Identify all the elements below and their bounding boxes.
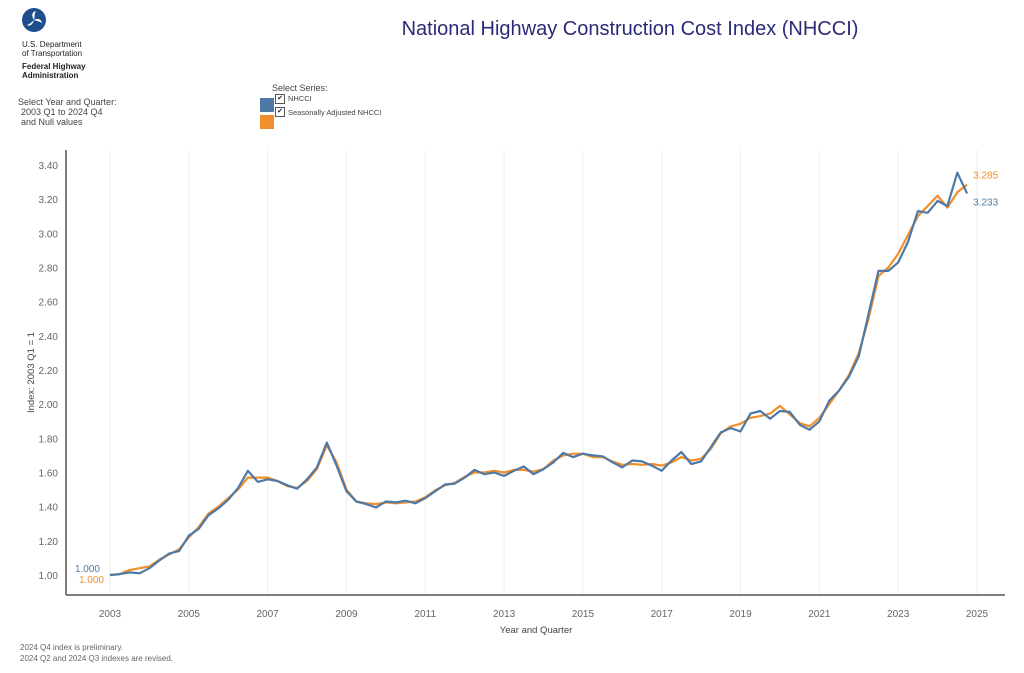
x-tick-label: 2011 <box>415 609 437 620</box>
series-layer <box>109 171 969 577</box>
y-tick-label: 3.00 <box>39 229 59 240</box>
end-label-seasonally-adjusted: 3.285 <box>973 171 998 182</box>
dot-logo-icon <box>22 8 46 32</box>
x-tick-label: 2015 <box>572 609 595 620</box>
x-tick-label: 2025 <box>966 609 989 620</box>
y-tick-label: 3.40 <box>39 161 59 172</box>
x-tick-label: 2019 <box>729 609 752 620</box>
footnote-revised: 2024 Q2 and 2024 Q3 indexes are revised. <box>20 654 173 663</box>
checkbox-nhcci-label[interactable]: NHCCI <box>288 94 312 103</box>
y-tick-label: 2.60 <box>39 298 59 309</box>
y-tick-label: 2.40 <box>39 332 59 343</box>
year-quarter-filter-label: Select Year and Quarter: <box>18 97 117 107</box>
y-axis-ticks: 1.00 1.20 1.40 1.60 1.80 2.00 2.20 2.40 2.60 2.80… <box>39 161 59 582</box>
series-filter-label: Select Series: <box>272 83 328 93</box>
y-tick-label: 2.80 <box>39 264 59 275</box>
agency-name-line2: Administration <box>22 71 79 80</box>
footnote-preliminary: 2024 Q4 index is preliminary. <box>20 643 124 652</box>
y-tick-label: 1.20 <box>39 537 59 548</box>
checkbox-seasonally-adjusted[interactable]: ✔ <box>275 107 285 117</box>
y-tick-label: 1.00 <box>39 571 59 582</box>
x-tick-label: 2003 <box>99 609 122 620</box>
agency-name-line1: Federal Highway <box>22 62 86 71</box>
y-tick-label: 1.80 <box>39 434 59 445</box>
x-tick-label: 2017 <box>651 609 674 620</box>
x-axis-ticks: 2003 2005 2007 2009 2011 2013 2015 2017 2019 2021… <box>99 609 989 620</box>
y-tick-label: 1.40 <box>39 503 59 514</box>
series-line-seasonally-adjusted <box>109 183 968 577</box>
checkbox-seasonally-adjusted-label[interactable]: Seasonally Adjusted NHCCI <box>288 108 382 117</box>
x-tick-label: 2009 <box>335 609 358 620</box>
series-line-nhcci <box>109 171 969 577</box>
x-tick-label: 2005 <box>178 609 201 620</box>
y-axis-title: Index: 2003 Q1 = 1 <box>26 332 37 413</box>
checkbox-nhcci[interactable]: ✔ <box>275 94 285 104</box>
line-chart: 1.00 1.20 1.40 1.60 1.80 2.00 2.20 2.40 2.60 2.80… <box>26 150 1005 636</box>
org-name-line2: of Transportation <box>22 49 83 58</box>
end-label-nhcci: 3.233 <box>973 198 998 209</box>
x-axis-title: Year and Quarter <box>500 625 573 636</box>
y-tick-label: 2.00 <box>39 400 59 411</box>
y-tick-label: 1.60 <box>39 469 59 480</box>
year-quarter-null-option[interactable]: and Null values <box>21 117 83 127</box>
vertical-gridlines <box>109 150 978 595</box>
year-quarter-filter-value[interactable]: 2003 Q1 to 2024 Q4 <box>21 107 103 117</box>
y-tick-label: 3.20 <box>39 195 59 206</box>
x-tick-label: 2007 <box>257 609 280 620</box>
y-tick-label: 2.20 <box>39 366 59 377</box>
x-tick-label: 2021 <box>808 609 831 620</box>
start-label-nhcci: 1.000 <box>75 564 100 575</box>
x-tick-label: 2013 <box>493 609 516 620</box>
x-tick-label: 2023 <box>887 609 910 620</box>
start-label-seasonally-adjusted: 1.000 <box>79 575 104 586</box>
legend-swatch-seasonally-adjusted <box>260 115 274 129</box>
legend-swatch-nhcci <box>260 98 274 112</box>
org-name-line1: U.S. Department <box>22 40 82 49</box>
chart-title: National Highway Construction Cost Index… <box>401 18 859 40</box>
